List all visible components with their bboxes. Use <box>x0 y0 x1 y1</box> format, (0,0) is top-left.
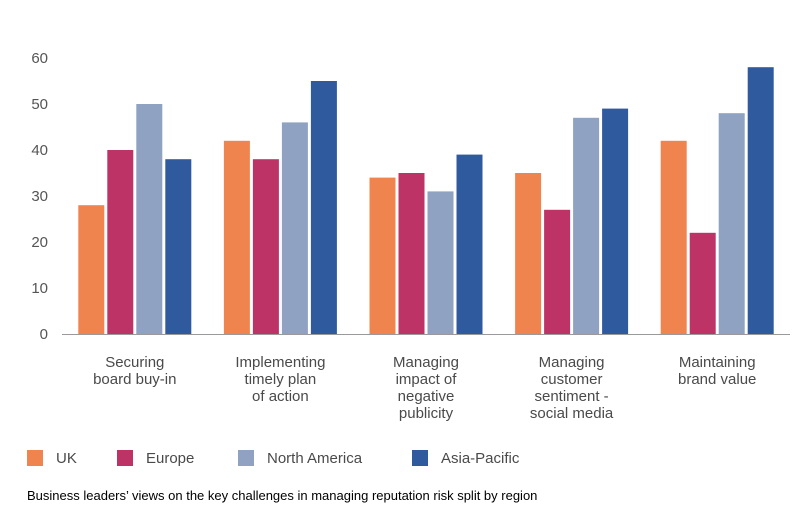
legend-label: UK <box>56 450 77 467</box>
bar <box>398 173 425 334</box>
bar <box>718 113 745 334</box>
legend-swatch <box>238 450 254 466</box>
category-label: Maintaining brand value <box>678 354 756 388</box>
bar <box>515 173 542 334</box>
y-tick-label: 10 <box>31 280 48 297</box>
bar <box>310 81 337 334</box>
bar <box>427 191 454 334</box>
category-label: Managing customer sentiment -social media <box>530 354 614 422</box>
bar <box>747 67 774 334</box>
bar <box>78 205 105 334</box>
bar <box>107 150 134 334</box>
y-axis-ticks: 0 10 20 30 40 50 60 <box>31 50 48 343</box>
y-tick-label: 0 <box>40 326 48 343</box>
category-label: Securing board buy-in <box>93 354 176 388</box>
legend-swatch <box>117 450 133 466</box>
bar <box>660 140 687 334</box>
bar <box>252 159 279 334</box>
legend-label: Asia-Pacific <box>441 450 520 467</box>
bar <box>456 154 483 334</box>
legend: UK Europe North America Asia-Pacific <box>27 450 520 467</box>
legend-swatch <box>27 450 43 466</box>
legend-swatch <box>412 450 428 466</box>
bar <box>281 122 308 335</box>
y-tick-label: 50 <box>31 96 48 113</box>
bar <box>223 140 250 334</box>
y-tick-label: 40 <box>31 142 48 159</box>
bar <box>136 104 163 334</box>
bar <box>573 117 600 334</box>
category-label: Implementing timely plan of action <box>235 354 325 405</box>
legend-label: North America <box>267 450 363 467</box>
legend-label: Europe <box>146 450 194 467</box>
bars <box>78 67 774 335</box>
y-tick-label: 20 <box>31 234 48 251</box>
category-labels: Securing board buy-in Implementing timely p… <box>93 354 756 422</box>
y-tick-label: 30 <box>31 188 48 205</box>
bar <box>689 232 716 334</box>
y-tick-label: 60 <box>31 50 48 67</box>
bar <box>165 159 192 334</box>
bar <box>544 209 571 334</box>
bar <box>602 108 629 334</box>
chart-caption: Business leaders’ views on the key chall… <box>27 488 538 503</box>
bar <box>369 177 396 334</box>
category-label: Managing impact of negative publicity <box>393 354 459 422</box>
